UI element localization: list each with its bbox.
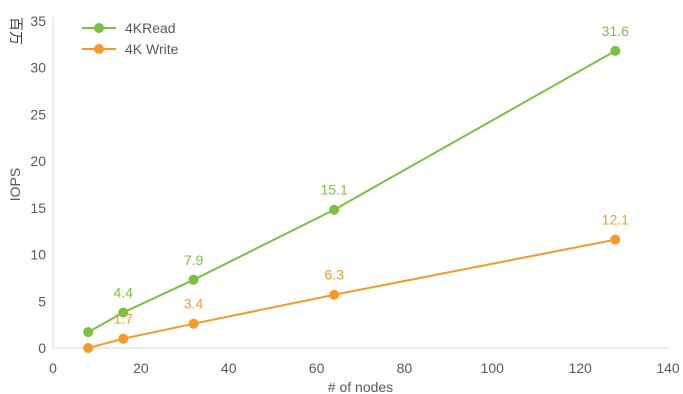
y-tick-label: 5 <box>38 293 46 309</box>
series-4k-write: 1.7 3.4 6.3 12.1 <box>83 212 629 353</box>
x-tick-label: 0 <box>49 360 57 376</box>
data-point <box>329 289 340 300</box>
data-label: 4.4 <box>114 284 134 300</box>
x-tick-label: 120 <box>568 360 592 376</box>
data-point <box>610 234 621 245</box>
data-point <box>329 204 340 215</box>
series-line <box>87 238 616 349</box>
axes: 0 5 10 15 20 25 30 35 0 20 40 60 80 100 120 140 <box>30 13 679 376</box>
data-label: 7.9 <box>184 252 204 268</box>
y-axis-title: IOPS <box>7 168 23 201</box>
data-point <box>83 343 94 353</box>
legend-item: 4KRead <box>82 20 176 36</box>
data-label: 15.1 <box>321 182 348 198</box>
data-point <box>118 333 129 344</box>
x-tick-label: 100 <box>481 360 505 376</box>
data-label: 6.3 <box>324 267 344 283</box>
y-tick-label: 10 <box>30 247 46 263</box>
series-4kread: 4.4 7.9 15.1 31.6 <box>83 23 629 338</box>
legend-item: 4K Write <box>82 41 179 57</box>
data-label: 31.6 <box>602 23 629 39</box>
data-label: 12.1 <box>602 212 629 228</box>
y-tick-label: 20 <box>30 153 46 169</box>
y-tick-label: 35 <box>30 13 46 29</box>
data-point <box>188 318 199 329</box>
y-tick-label: 30 <box>30 60 46 76</box>
data-label: 3.4 <box>184 296 204 312</box>
data-point <box>610 45 621 56</box>
y-tick-label: 25 <box>30 106 46 122</box>
legend-swatch-marker <box>94 44 104 54</box>
x-tick-label: 60 <box>309 360 325 376</box>
legend-label: 4K Write <box>125 41 179 57</box>
legend: 4KRead 4K Write <box>82 20 179 57</box>
data-point <box>83 327 94 338</box>
legend-swatch-marker <box>94 23 104 33</box>
series-layer: 4.4 7.9 15.1 31.6 1.7 3.4 6.3 12.1 <box>83 23 629 353</box>
y-tick-label: 15 <box>30 200 46 216</box>
unit-label: 百万 <box>7 17 23 45</box>
data-point <box>118 307 129 318</box>
y-tick-label: 0 <box>38 340 46 356</box>
x-tick-label: 40 <box>221 360 237 376</box>
x-tick-label: 20 <box>133 360 149 376</box>
x-axis-title: # of nodes <box>328 379 393 394</box>
x-tick-label: 80 <box>397 360 413 376</box>
x-tick-label: 140 <box>656 360 680 376</box>
series-line <box>87 50 616 333</box>
data-point <box>188 274 199 285</box>
legend-label: 4KRead <box>125 20 176 36</box>
data-label: 1.7 <box>114 311 134 327</box>
